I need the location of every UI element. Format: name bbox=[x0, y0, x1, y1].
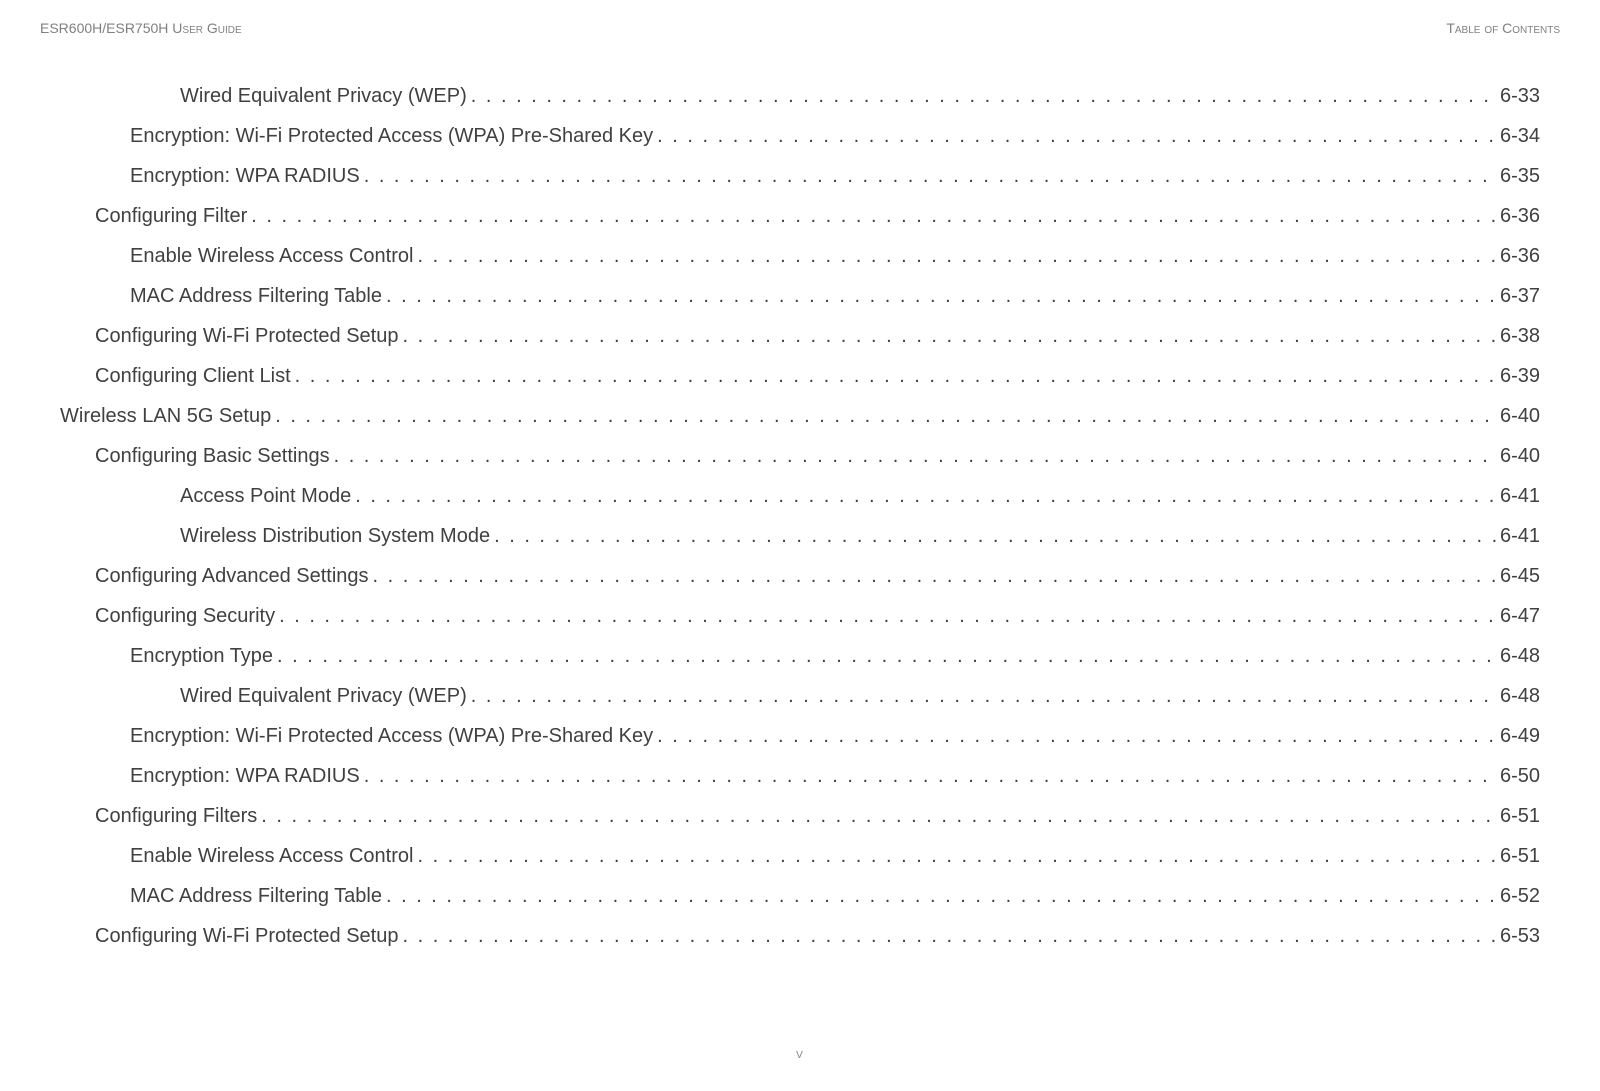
toc-entry-page: 6-51 bbox=[1500, 796, 1540, 836]
toc-entry-page: 6-35 bbox=[1500, 156, 1540, 196]
toc-dots bbox=[364, 156, 1496, 196]
toc-entry: Wired Equivalent Privacy (WEP) 6-33 bbox=[60, 76, 1540, 116]
toc-dots bbox=[334, 436, 1496, 476]
toc-entry-text: Access Point Mode bbox=[180, 476, 351, 516]
toc-entry-text: Configuring Basic Settings bbox=[95, 436, 330, 476]
toc-entry-text: Configuring Wi-Fi Protected Setup bbox=[95, 916, 398, 956]
table-of-contents: Wired Equivalent Privacy (WEP) 6-33Encry… bbox=[40, 76, 1560, 956]
toc-entry: Configuring Client List 6-39 bbox=[60, 356, 1540, 396]
toc-entry: Encryption: WPA RADIUS 6-35 bbox=[60, 156, 1540, 196]
toc-entry-page: 6-41 bbox=[1500, 516, 1540, 556]
toc-dots bbox=[417, 236, 1496, 276]
toc-dots bbox=[373, 556, 1496, 596]
toc-entry-page: 6-52 bbox=[1500, 876, 1540, 916]
toc-entry-page: 6-45 bbox=[1500, 556, 1540, 596]
toc-entry-page: 6-53 bbox=[1500, 916, 1540, 956]
toc-entry: Access Point Mode 6-41 bbox=[60, 476, 1540, 516]
toc-dots bbox=[355, 476, 1496, 516]
page-number-footer: v bbox=[796, 1045, 804, 1061]
toc-entry-page: 6-40 bbox=[1500, 396, 1540, 436]
toc-dots bbox=[471, 676, 1496, 716]
toc-dots bbox=[251, 196, 1496, 236]
toc-entry: Wireless LAN 5G Setup 6-40 bbox=[60, 396, 1540, 436]
toc-entry-text: Enable Wireless Access Control bbox=[130, 836, 413, 876]
toc-entry-page: 6-37 bbox=[1500, 276, 1540, 316]
toc-entry: Configuring Basic Settings 6-40 bbox=[60, 436, 1540, 476]
toc-entry: Encryption Type 6-48 bbox=[60, 636, 1540, 676]
toc-entry: MAC Address Filtering Table 6-52 bbox=[60, 876, 1540, 916]
toc-dots bbox=[657, 716, 1496, 756]
toc-dots bbox=[417, 836, 1496, 876]
toc-dots bbox=[279, 596, 1496, 636]
toc-entry-page: 6-36 bbox=[1500, 236, 1540, 276]
toc-entry: Encryption: WPA RADIUS 6-50 bbox=[60, 756, 1540, 796]
toc-dots bbox=[494, 516, 1496, 556]
toc-entry: Configuring Wi-Fi Protected Setup 6-53 bbox=[60, 916, 1540, 956]
toc-entry-page: 6-49 bbox=[1500, 716, 1540, 756]
header-right-title: Table of Contents bbox=[1446, 20, 1560, 36]
toc-entry: Configuring Wi-Fi Protected Setup 6-38 bbox=[60, 316, 1540, 356]
toc-entry: Encryption: Wi-Fi Protected Access (WPA)… bbox=[60, 716, 1540, 756]
toc-entry: Enable Wireless Access Control 6-51 bbox=[60, 836, 1540, 876]
toc-dots bbox=[402, 916, 1496, 956]
toc-entry-text: Configuring Client List bbox=[95, 356, 291, 396]
toc-entry-page: 6-38 bbox=[1500, 316, 1540, 356]
toc-entry-text: Wired Equivalent Privacy (WEP) bbox=[180, 76, 467, 116]
toc-entry-text: Configuring Filter bbox=[95, 196, 247, 236]
toc-entry-text: Encryption: WPA RADIUS bbox=[130, 156, 360, 196]
toc-entry-text: Configuring Wi-Fi Protected Setup bbox=[95, 316, 398, 356]
toc-dots bbox=[275, 396, 1496, 436]
toc-dots bbox=[386, 276, 1496, 316]
toc-entry-text: MAC Address Filtering Table bbox=[130, 876, 382, 916]
toc-entry-page: 6-36 bbox=[1500, 196, 1540, 236]
toc-entry-text: Configuring Advanced Settings bbox=[95, 556, 369, 596]
toc-entry-page: 6-34 bbox=[1500, 116, 1540, 156]
page-header: ESR600H/ESR750H User Guide Table of Cont… bbox=[40, 20, 1560, 36]
toc-entry: Enable Wireless Access Control 6-36 bbox=[60, 236, 1540, 276]
toc-dots bbox=[364, 756, 1496, 796]
toc-dots bbox=[471, 76, 1496, 116]
toc-entry-text: Configuring Filters bbox=[95, 796, 257, 836]
toc-dots bbox=[386, 876, 1496, 916]
toc-entry: Wireless Distribution System Mode 6-41 bbox=[60, 516, 1540, 556]
toc-dots bbox=[657, 116, 1496, 156]
toc-entry: Encryption: Wi-Fi Protected Access (WPA)… bbox=[60, 116, 1540, 156]
toc-dots bbox=[295, 356, 1496, 396]
toc-entry-text: Wireless Distribution System Mode bbox=[180, 516, 490, 556]
toc-entry-text: Enable Wireless Access Control bbox=[130, 236, 413, 276]
toc-entry-page: 6-40 bbox=[1500, 436, 1540, 476]
toc-entry-page: 6-48 bbox=[1500, 676, 1540, 716]
toc-entry: Configuring Filters 6-51 bbox=[60, 796, 1540, 836]
header-left-title: ESR600H/ESR750H User Guide bbox=[40, 20, 242, 36]
toc-entry-text: Wired Equivalent Privacy (WEP) bbox=[180, 676, 467, 716]
toc-entry: MAC Address Filtering Table 6-37 bbox=[60, 276, 1540, 316]
toc-entry-text: Encryption Type bbox=[130, 636, 273, 676]
toc-entry-page: 6-48 bbox=[1500, 636, 1540, 676]
toc-entry: Configuring Security 6-47 bbox=[60, 596, 1540, 636]
toc-entry-page: 6-41 bbox=[1500, 476, 1540, 516]
toc-entry-text: Encryption: WPA RADIUS bbox=[130, 756, 360, 796]
toc-entry-text: Encryption: Wi-Fi Protected Access (WPA)… bbox=[130, 716, 653, 756]
toc-entry-page: 6-33 bbox=[1500, 76, 1540, 116]
toc-entry: Configuring Filter 6-36 bbox=[60, 196, 1540, 236]
toc-entry-text: Wireless LAN 5G Setup bbox=[60, 396, 271, 436]
toc-entry: Wired Equivalent Privacy (WEP) 6-48 bbox=[60, 676, 1540, 716]
toc-entry-text: Encryption: Wi-Fi Protected Access (WPA)… bbox=[130, 116, 653, 156]
toc-entry-page: 6-39 bbox=[1500, 356, 1540, 396]
toc-entry-page: 6-50 bbox=[1500, 756, 1540, 796]
toc-entry-page: 6-47 bbox=[1500, 596, 1540, 636]
toc-entry-page: 6-51 bbox=[1500, 836, 1540, 876]
toc-dots bbox=[277, 636, 1496, 676]
toc-entry: Configuring Advanced Settings 6-45 bbox=[60, 556, 1540, 596]
toc-entry-text: MAC Address Filtering Table bbox=[130, 276, 382, 316]
toc-dots bbox=[261, 796, 1496, 836]
toc-dots bbox=[402, 316, 1496, 356]
toc-entry-text: Configuring Security bbox=[95, 596, 275, 636]
